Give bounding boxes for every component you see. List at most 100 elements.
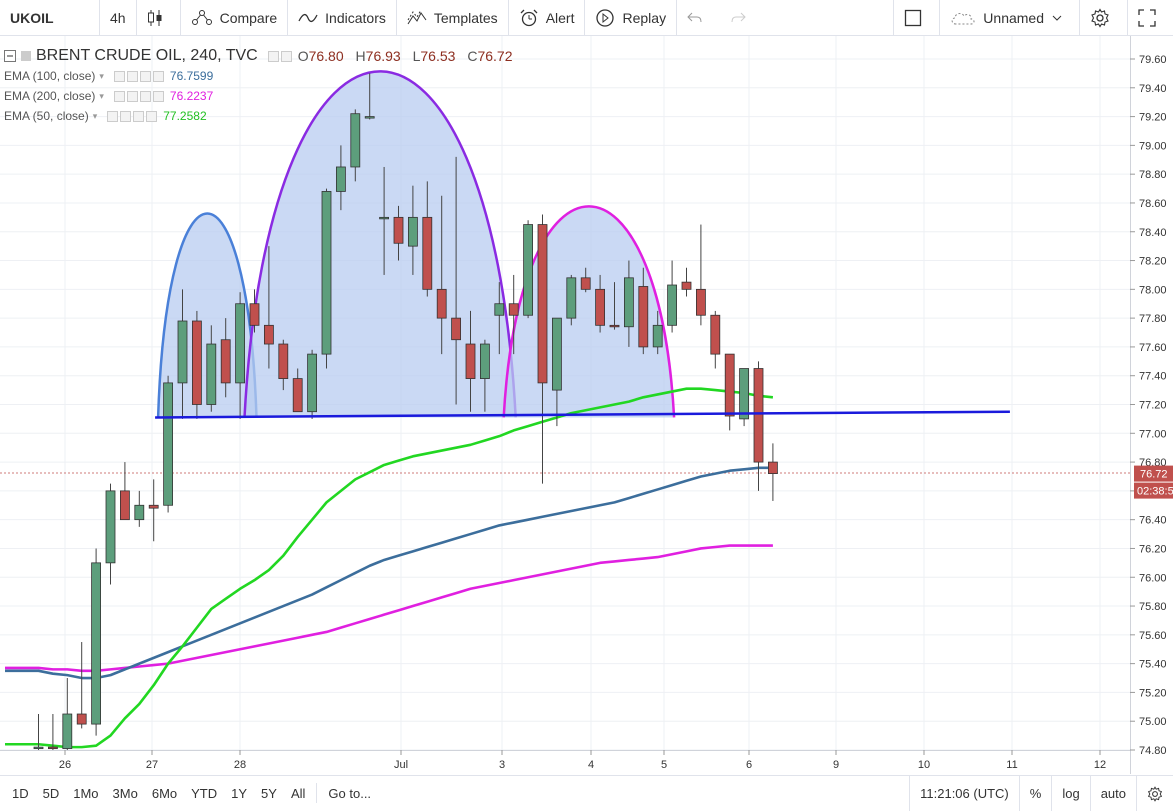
price-tick-label: 76.20 [1139,543,1167,555]
range-all[interactable]: All [290,785,306,801]
auto-toggle[interactable]: auto [1089,775,1136,811]
legend-controls[interactable] [267,50,292,62]
range-6mo[interactable]: 6Mo [151,785,178,801]
log-toggle[interactable]: log [1051,775,1089,811]
ema100-controls[interactable] [113,70,164,82]
gear-icon [1147,786,1163,802]
templates-label: Templates [433,9,498,26]
candle-body [580,277,591,290]
expand-icon [1138,8,1156,27]
price-tick-label: 76.40 [1139,515,1167,527]
candle-body [710,314,721,355]
candle-body [120,490,130,521]
percent-toggle[interactable]: % [1018,775,1052,811]
candle-body [393,216,404,244]
snapshot-button[interactable] [1127,0,1173,36]
interval-button[interactable]: 4h [100,0,137,36]
layout-name-label: Unnamed [983,9,1044,26]
symbol-search[interactable]: UKOIL [0,0,100,36]
range-ytd[interactable]: YTD [191,785,218,801]
chart-area[interactable]: 79.60 79.40 79.20 79.00 78.80 78.60 78.40 78.20… [0,36,1173,774]
range-5y[interactable]: 5Y [261,785,277,801]
candle-body [609,324,620,328]
ema50-value: 77.2582 [163,109,207,123]
chevron-down-icon [1052,15,1062,21]
collapse-icon[interactable] [4,50,16,62]
replay-icon [596,8,615,27]
legend-ema50[interactable]: EMA (50, close) ▾ 77.2582 [4,109,207,123]
redo-button[interactable] [720,0,763,36]
ema200-controls[interactable] [113,90,164,102]
undo-button[interactable] [677,0,720,36]
range-5d[interactable]: 5D [42,785,60,801]
candle-body [696,288,706,316]
candle-body [148,504,159,509]
price-tick-label: 77.40 [1139,371,1167,383]
candle-body [321,191,332,355]
price-tick-label: 75.00 [1139,716,1167,728]
price-tick-label: 79.00 [1139,140,1167,152]
neckline [155,410,1010,419]
top-toolbar: UKOIL 4h Compare Indicators Templates Al… [0,0,1173,36]
range-1mo[interactable]: 1Mo [73,785,99,801]
flag-icon[interactable] [20,50,32,62]
chart-canvas[interactable]: 79.60 79.40 79.20 79.00 78.80 78.60 78.40 78.20… [0,36,1173,774]
price-tick-label: 79.40 [1139,83,1167,95]
price-tick-label: 79.60 [1139,54,1167,66]
time-tick-label: Jul [394,759,408,771]
candle-body [422,216,433,290]
indicators-button[interactable]: Indicators [288,0,397,36]
candle-body [508,303,519,316]
legend-ema100[interactable]: EMA (100, close) ▾ 76.7599 [4,69,214,83]
layout-name-button[interactable]: Unnamed [939,0,1079,36]
fullscreen-button[interactable] [893,0,939,36]
candle-body [62,713,73,749]
compare-button[interactable]: Compare [181,0,289,36]
replay-button[interactable]: Replay [585,0,678,36]
legend-ema200[interactable]: EMA (200, close) ▾ 76.2237 [4,89,214,103]
range-1d[interactable]: 1D [12,785,29,801]
legend-symbol-title: BRENT CRUDE OIL, 240, TVC [36,47,258,64]
time-tick-label: 5 [661,759,667,771]
price-axis[interactable]: 79.60 79.40 79.20 79.00 78.80 78.60 78.40 78.20… [1130,36,1173,774]
settings-button-bottom[interactable] [1136,775,1173,811]
ema-lines [5,387,774,749]
time-tick-label: 4 [588,759,594,771]
price-tick-label: 78.40 [1139,227,1167,239]
undo-icon [687,12,702,22]
cloud-icon [951,12,975,24]
candle-body [191,320,202,405]
settings-button[interactable] [1079,0,1127,36]
bottom-toolbar: 1D 5D 1Mo 3Mo 6Mo YTD 1Y 5Y All Go to...… [0,775,1173,811]
candle-body [753,368,764,463]
range-1y[interactable]: 1Y [231,785,248,801]
divider [316,783,318,803]
ema50-controls[interactable] [107,110,158,122]
candle-body [292,378,303,413]
alert-button[interactable]: Alert [509,0,586,36]
templates-button[interactable]: Templates [397,0,509,36]
range-3mo[interactable]: 3Mo [112,785,138,801]
last-price-badge [1134,465,1173,482]
candle-body [407,216,418,247]
price-tick-label: 78.20 [1139,256,1167,268]
candlestick-icon [147,9,162,26]
candle-body [595,288,605,326]
head-outline [243,70,517,418]
compare-icon [191,9,212,25]
chart-type-button[interactable] [137,0,181,36]
indicators-label: Indicators [325,9,386,26]
goto-button[interactable]: Go to... [328,785,372,801]
utc-clock[interactable]: 11:21:06 (UTC) [909,775,1019,811]
candle-body [76,713,87,725]
legend-ohlc: O76.80 H76.93 L76.53 C76.72 [297,48,513,64]
ema100-line [5,466,773,680]
chart-legend: BRENT CRUDE OIL, 240, TVC O76.80 H76.93 … [4,46,521,126]
candle-body [206,343,217,405]
neckline-drawing[interactable] [155,410,1010,419]
candle-body [379,216,390,220]
time-axis[interactable]: 26 27 28 Jul 3 4 5 6 9 10 11 12 [0,750,1130,774]
candle-body [134,504,145,521]
head-fill [244,71,516,418]
candle-body [652,324,663,348]
